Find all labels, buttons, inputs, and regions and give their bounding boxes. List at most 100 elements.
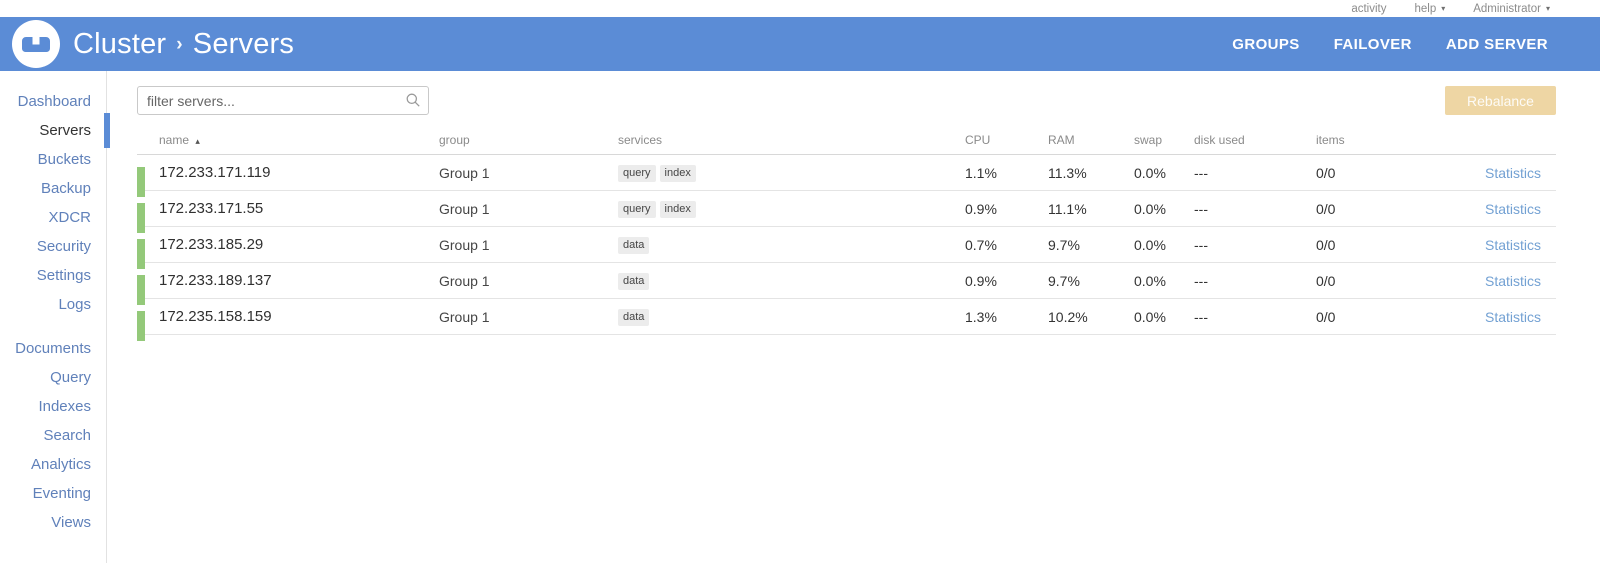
column-header-disk-used[interactable]: disk used [1194, 132, 1245, 147]
statistics-cell: Statistics [1422, 273, 1556, 289]
user-menu[interactable]: Administrator ▾ [1473, 3, 1550, 15]
column-header-group[interactable]: group [439, 132, 470, 147]
service-badge-query: query [618, 165, 656, 182]
column-header-items[interactable]: items [1316, 132, 1345, 147]
sidebar-item-xdcr[interactable]: XDCR [0, 203, 106, 232]
sidebar-item-label: Logs [58, 296, 91, 313]
sidebar: Dashboard Servers Buckets Backup XDCR Se… [0, 71, 110, 563]
statistics-link[interactable]: Statistics [1484, 164, 1541, 181]
sidebar-item-label: Eventing [32, 485, 91, 502]
rebalance-button[interactable]: Rebalance [1445, 86, 1556, 115]
breadcrumb-cluster: Cluster [73, 27, 167, 60]
breadcrumb: Cluster › Servers [73, 28, 294, 61]
sidebar-item-label: Views [51, 514, 91, 531]
add-server-button[interactable]: ADD SERVER [1445, 35, 1548, 53]
server-disk-used: --- [1194, 200, 1208, 217]
server-disk-used: --- [1194, 272, 1208, 289]
help-menu[interactable]: help ▾ [1414, 3, 1445, 15]
activity-label: activity [1351, 2, 1387, 15]
chevron-right-icon: › [176, 34, 183, 55]
top-utility-bar: activity help ▾ Administrator ▾ [0, 0, 1600, 17]
service-badge-index: index [659, 165, 696, 182]
activity-link[interactable]: activity [1351, 3, 1386, 15]
sidebar-item-buckets[interactable]: Buckets [0, 145, 106, 174]
server-name-cell: 172.233.189.137 [137, 272, 439, 305]
sidebar-item-security[interactable]: Security [0, 232, 106, 261]
sidebar-item-dashboard[interactable]: Dashboard [0, 87, 106, 116]
sidebar-item-servers[interactable]: Servers [0, 113, 110, 148]
server-ram: 10.2% [1048, 308, 1088, 325]
server-row: 172.233.171.119 Group 1 query index 1.1% … [137, 155, 1556, 197]
server-group: Group 1 [439, 164, 490, 181]
user-label: Administrator [1473, 2, 1541, 15]
column-header-services[interactable]: services [618, 132, 663, 147]
sidebar-item-settings[interactable]: Settings [0, 261, 106, 290]
server-name[interactable]: 172.233.171.55 [159, 200, 264, 217]
sidebar-item-label: Buckets [37, 151, 91, 168]
sidebar-item-label: Documents [15, 340, 91, 357]
column-header-ram[interactable]: RAM [1048, 132, 1075, 147]
sidebar-item-label: Security [36, 238, 91, 255]
server-swap: 0.0% [1134, 272, 1166, 289]
server-swap: 0.0% [1134, 308, 1166, 325]
groups-button[interactable]: GROUPS [1232, 35, 1300, 53]
sidebar-item-logs[interactable]: Logs [0, 290, 106, 319]
service-badge-query: query [618, 201, 656, 218]
page-title: Servers [192, 27, 295, 60]
sidebar-item-search[interactable]: Search [0, 421, 106, 450]
services-cell: data [618, 235, 965, 254]
statistics-cell: Statistics [1422, 309, 1556, 325]
sidebar-item-documents[interactable]: Documents [0, 334, 106, 363]
service-badge-index: index [659, 201, 696, 218]
statistics-link[interactable]: Statistics [1484, 236, 1541, 253]
server-row: 172.233.185.29 Group 1 data 0.7% 9.7% 0.… [137, 227, 1556, 269]
column-header-swap[interactable]: swap [1134, 132, 1163, 147]
column-header-cpu[interactable]: CPU [965, 132, 991, 147]
statistics-cell: Statistics [1422, 237, 1556, 253]
sidebar-item-label: Servers [39, 122, 91, 139]
server-name-cell: 172.233.171.55 [137, 200, 439, 233]
sidebar-item-views[interactable]: Views [0, 508, 106, 537]
sidebar-item-label: Backup [40, 180, 91, 197]
statistics-link[interactable]: Statistics [1484, 272, 1541, 289]
server-swap: 0.0% [1134, 236, 1166, 253]
server-group: Group 1 [439, 200, 490, 217]
sidebar-item-query[interactable]: Query [0, 363, 106, 392]
header-actions: GROUPS FAILOVER ADD SERVER [1232, 36, 1548, 53]
server-name[interactable]: 172.233.185.29 [159, 236, 264, 253]
sidebar-item-backup[interactable]: Backup [0, 174, 106, 203]
filter-servers-input[interactable] [137, 86, 429, 115]
server-cpu: 0.7% [965, 236, 997, 253]
column-header-name[interactable]: name ▴ [137, 133, 439, 147]
sort-ascending-icon: ▴ [195, 135, 200, 146]
server-cpu: 1.3% [965, 308, 997, 325]
server-items: 0/0 [1316, 164, 1336, 181]
failover-button[interactable]: FAILOVER [1333, 35, 1412, 53]
statistics-link[interactable]: Statistics [1484, 200, 1541, 217]
server-table-header: name ▴ group services CPU RAM swap disk … [137, 125, 1556, 155]
statistics-cell: Statistics [1422, 201, 1556, 217]
server-ram: 9.7% [1048, 272, 1080, 289]
service-badge-data: data [618, 237, 650, 254]
service-badge-data: data [618, 273, 650, 290]
sidebar-item-label: XDCR [48, 209, 91, 226]
server-name[interactable]: 172.233.189.137 [159, 272, 272, 289]
server-name-cell: 172.233.171.119 [137, 164, 439, 197]
server-name-cell: 172.235.158.159 [137, 308, 439, 341]
statistics-link[interactable]: Statistics [1484, 308, 1541, 325]
server-items: 0/0 [1316, 236, 1336, 253]
server-swap: 0.0% [1134, 164, 1166, 181]
sidebar-item-analytics[interactable]: Analytics [0, 450, 106, 479]
server-name[interactable]: 172.235.158.159 [159, 308, 272, 325]
caret-down-icon: ▾ [1545, 3, 1550, 13]
sidebar-item-label: Indexes [38, 398, 91, 415]
server-row: 172.233.171.55 Group 1 query index 0.9% 1… [137, 191, 1556, 233]
server-health-indicator [137, 167, 145, 197]
service-badge-data: data [618, 309, 650, 326]
server-row: 172.233.189.137 Group 1 data 0.9% 9.7% 0… [137, 263, 1556, 305]
column-header-name-label: name [159, 132, 190, 147]
sidebar-item-indexes[interactable]: Indexes [0, 392, 106, 421]
server-name[interactable]: 172.233.171.119 [159, 164, 271, 181]
sidebar-group-main: Dashboard Servers Buckets Backup XDCR Se… [0, 87, 110, 319]
sidebar-item-eventing[interactable]: Eventing [0, 479, 106, 508]
